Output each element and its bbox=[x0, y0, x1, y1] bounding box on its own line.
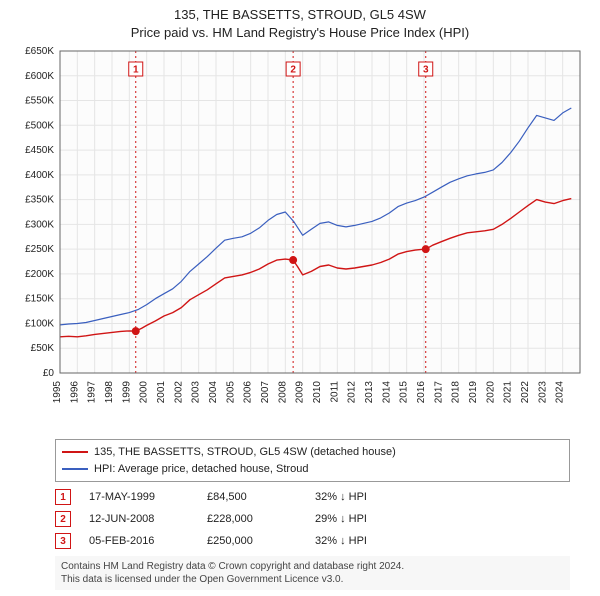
svg-text:1995: 1995 bbox=[52, 381, 63, 404]
svg-text:2021: 2021 bbox=[503, 381, 514, 404]
chart-title-address: 135, THE BASSETTS, STROUD, GL5 4SW bbox=[0, 6, 600, 24]
svg-text:1997: 1997 bbox=[87, 381, 98, 404]
svg-text:1998: 1998 bbox=[104, 381, 115, 404]
sale-hpi-relation: 32% ↓ HPI bbox=[315, 491, 367, 503]
svg-text:£150K: £150K bbox=[25, 294, 54, 305]
price-chart-card: { "title": { "line1": "135, THE BASSETTS… bbox=[0, 0, 600, 590]
svg-text:1996: 1996 bbox=[69, 381, 80, 404]
svg-text:2023: 2023 bbox=[537, 381, 548, 404]
svg-text:2020: 2020 bbox=[485, 381, 496, 404]
chart-title-subtitle: Price paid vs. HM Land Registry's House … bbox=[0, 24, 600, 42]
svg-text:2010: 2010 bbox=[312, 381, 323, 404]
svg-text:2002: 2002 bbox=[173, 381, 184, 404]
svg-text:£50K: £50K bbox=[31, 343, 55, 354]
svg-text:£100K: £100K bbox=[25, 319, 54, 330]
svg-text:2001: 2001 bbox=[156, 381, 167, 404]
legend-swatch bbox=[62, 468, 88, 470]
svg-text:£300K: £300K bbox=[25, 219, 54, 230]
legend-row: 135, THE BASSETTS, STROUD, GL5 4SW (deta… bbox=[62, 444, 563, 461]
svg-text:2: 2 bbox=[290, 65, 296, 76]
svg-text:2005: 2005 bbox=[225, 381, 236, 404]
sale-marker: 1 bbox=[55, 489, 71, 505]
legend-row: HPI: Average price, detached house, Stro… bbox=[62, 461, 563, 478]
svg-text:2018: 2018 bbox=[451, 381, 462, 404]
svg-text:2008: 2008 bbox=[277, 381, 288, 404]
sale-marker: 2 bbox=[55, 511, 71, 527]
price-chart-svg: £0 £50K £100K £150K £200K £250K £300K £350K £400… bbox=[0, 43, 600, 433]
svg-text:2009: 2009 bbox=[295, 381, 306, 404]
svg-text:£350K: £350K bbox=[25, 195, 54, 206]
svg-text:2006: 2006 bbox=[243, 381, 254, 404]
svg-text:£500K: £500K bbox=[25, 120, 54, 131]
svg-text:£250K: £250K bbox=[25, 244, 54, 255]
sale-date: 17-MAY-1999 bbox=[89, 491, 189, 503]
svg-text:2017: 2017 bbox=[433, 381, 444, 404]
sale-hpi-relation: 32% ↓ HPI bbox=[315, 535, 367, 547]
legend-label: 135, THE BASSETTS, STROUD, GL5 4SW (deta… bbox=[94, 444, 396, 461]
sale-row: 3 05-FEB-2016 £250,000 32% ↓ HPI bbox=[55, 530, 570, 552]
svg-text:£600K: £600K bbox=[25, 71, 54, 82]
data-attribution: Contains HM Land Registry data © Crown c… bbox=[55, 556, 570, 590]
chart-title-block: 135, THE BASSETTS, STROUD, GL5 4SW Price… bbox=[0, 0, 600, 43]
sale-marker: 3 bbox=[55, 533, 71, 549]
chart-area: £0 £50K £100K £150K £200K £250K £300K £350K £400… bbox=[0, 43, 600, 433]
sale-price: £84,500 bbox=[207, 491, 297, 503]
svg-text:£650K: £650K bbox=[25, 46, 54, 57]
svg-text:3: 3 bbox=[423, 65, 429, 76]
legend-label: HPI: Average price, detached house, Stro… bbox=[94, 461, 308, 478]
sale-price: £250,000 bbox=[207, 535, 297, 547]
sale-hpi-relation: 29% ↓ HPI bbox=[315, 513, 367, 525]
svg-text:2019: 2019 bbox=[468, 381, 479, 404]
svg-text:2013: 2013 bbox=[364, 381, 375, 404]
svg-text:£200K: £200K bbox=[25, 269, 54, 280]
sale-date: 05-FEB-2016 bbox=[89, 535, 189, 547]
svg-text:2022: 2022 bbox=[520, 381, 531, 404]
svg-text:£400K: £400K bbox=[25, 170, 54, 181]
svg-text:2011: 2011 bbox=[329, 381, 340, 403]
sales-table: 1 17-MAY-1999 £84,500 32% ↓ HPI 2 12-JUN-2008… bbox=[55, 486, 570, 552]
svg-text:£550K: £550K bbox=[25, 96, 54, 107]
svg-text:2003: 2003 bbox=[191, 381, 202, 404]
svg-text:2012: 2012 bbox=[347, 381, 358, 404]
svg-text:2015: 2015 bbox=[399, 381, 410, 404]
attribution-line-2: This data is licensed under the Open Gov… bbox=[61, 573, 564, 586]
sale-date: 12-JUN-2008 bbox=[89, 513, 189, 525]
svg-text:2000: 2000 bbox=[139, 381, 150, 404]
sale-price: £228,000 bbox=[207, 513, 297, 525]
svg-text:£0: £0 bbox=[43, 368, 55, 379]
svg-text:2004: 2004 bbox=[208, 381, 219, 404]
chart-legend: 135, THE BASSETTS, STROUD, GL5 4SW (deta… bbox=[55, 439, 570, 482]
sale-row: 1 17-MAY-1999 £84,500 32% ↓ HPI bbox=[55, 486, 570, 508]
svg-text:2014: 2014 bbox=[381, 381, 392, 404]
svg-text:2024: 2024 bbox=[555, 381, 566, 404]
svg-text:£450K: £450K bbox=[25, 145, 54, 156]
attribution-line-1: Contains HM Land Registry data © Crown c… bbox=[61, 560, 564, 573]
svg-text:1: 1 bbox=[133, 65, 139, 76]
legend-swatch bbox=[62, 451, 88, 453]
sale-row: 2 12-JUN-2008 £228,000 29% ↓ HPI bbox=[55, 508, 570, 530]
svg-text:2016: 2016 bbox=[416, 381, 427, 404]
svg-text:2007: 2007 bbox=[260, 381, 271, 404]
svg-text:1999: 1999 bbox=[121, 381, 132, 404]
